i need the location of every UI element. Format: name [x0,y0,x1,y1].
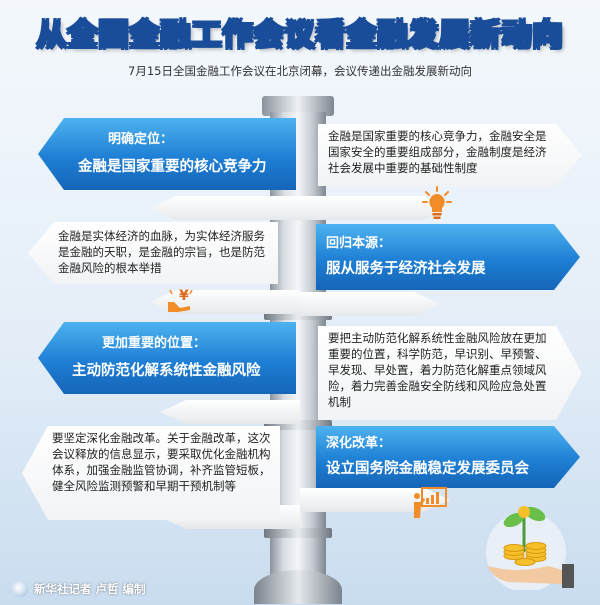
lightbulb-icon [422,186,452,220]
credit-text: 新华社记者 卢哲 编制 [34,582,146,596]
sign-risk-detail: 要把主动防范化解系统性金融风险放在更加重要的位置，科学防范，早识别、早预警、早发… [318,326,582,420]
sign-plank [150,196,300,220]
pole-base [254,570,342,604]
sign-important-position: 更加重要的位置： 主动防范化解系统性金融风险 [38,322,296,394]
sign-body: 设立国务院金融稳定发展委员会 [326,461,529,477]
sign-heading: 回归本源： [326,236,392,251]
sign-plank [160,400,300,424]
sign-plank [300,292,440,316]
chart-presentation-icon [412,486,448,520]
sign-heading: 更加重要的位置： [102,336,207,351]
money-icon: ¥ [164,286,196,314]
sign-text: 要坚定深化金融改革。关于金融改革，这次会议释放的信息显示，要采取优化金融机构体系… [52,431,271,493]
sign-text: 金融是国家重要的核心竞争力，金融安全是国家安全的重要组成部分，金融制度是经济社会… [328,129,547,175]
sign-text: 要把主动防范化解系统性金融风险放在更加重要的位置，科学防范，早识别、早预警、早发… [328,331,547,409]
sign-origin-detail: 金融是实体经济的血脉，为实体经济服务是金融的天职，是金融的宗旨，也是防范金融风险… [28,222,278,284]
page-subtitle: 7月15日全国金融工作会议在北京闭幕，会议传递出金融发展新动向 [128,64,472,78]
pole-ring [264,420,332,430]
svg-text:¥: ¥ [179,288,189,304]
credit-line: 新华社记者 卢哲 编制 [12,581,146,597]
sign-text: 金融是实体经济的血脉，为实体经济服务是金融的天职，是金融的宗旨，也是防范金融风险… [58,229,265,275]
sign-reform-detail: 要坚定深化金融改革。关于金融改革，这次会议释放的信息显示，要采取优化金融机构体系… [22,426,280,520]
sign-heading: 深化改革： [326,436,392,451]
pole-cap [262,96,334,116]
sign-clear-positioning: 明确定位： 金融是国家重要的核心竞争力 [38,118,296,190]
title-bar: 从全国金融工作会议看金融发展新动向 [0,0,600,64]
sign-body: 服从服务于经济社会发展 [326,261,486,277]
sign-heading: 明确定位： [108,132,174,147]
sign-plank [300,196,450,220]
sign-positioning-detail: 金融是国家重要的核心竞争力，金融安全是国家安全的重要组成部分，金融制度是经济社会… [318,124,582,186]
xinhua-logo-icon [12,581,28,597]
coins-plant-icon [478,500,588,592]
sign-deepen-reform: 深化改革： 设立国务院金融稳定发展委员会 [316,426,580,488]
sign-body: 金融是国家重要的核心竞争力 [78,159,267,175]
pole-ring [264,528,332,538]
sign-body: 主动防范化解系统性金融风险 [72,363,261,379]
pole-ring [264,310,332,320]
page-title: 从全国金融工作会议看金融发展新动向 [36,10,564,54]
sign-back-to-origin: 回归本源： 服从服务于经济社会发展 [316,224,580,290]
